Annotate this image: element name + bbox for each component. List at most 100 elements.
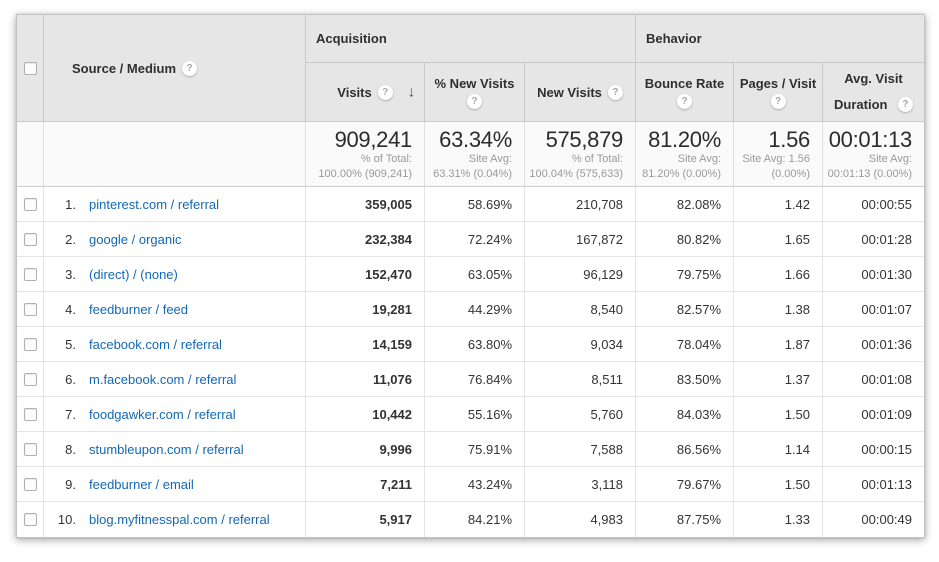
summary-pct-new-visits: 63.34% Site Avg: 63.31% (0.04%) [425,122,525,186]
row-checkbox[interactable] [23,232,37,246]
help-icon[interactable]: ? [467,93,482,109]
pct-new-visits-cell: 72.24% [425,222,525,256]
sort-descending-icon[interactable]: ↓ [407,83,416,101]
new-visits-cell: 210,708 [525,187,636,221]
row-checkbox[interactable] [23,197,37,211]
visits-label: Visits [337,84,372,100]
col-header-visits[interactable]: Visits ? ↓ [306,63,425,121]
help-icon[interactable]: ? [770,93,786,109]
summary-avg-visit-duration-value: 00:01:13 [828,126,913,152]
row-checkbox[interactable] [23,337,37,351]
source-link[interactable]: feedburner / email [89,476,194,492]
help-icon[interactable]: ? [677,93,692,109]
new-visits-cell: 9,034 [525,327,636,361]
pct-new-visits-cell: 63.80% [425,327,525,361]
source-link[interactable]: blog.myfitnesspal.com / referral [89,512,270,527]
pct-new-visits-cell: 75.91% [425,432,525,466]
source-link[interactable]: facebook.com / referral [89,336,222,352]
bounce-rate-cell: 82.57% [636,292,734,326]
visits-cell: 359,005 [306,187,425,221]
col-header-pct-new-visits[interactable]: % New Visits ? [425,63,525,121]
help-icon[interactable]: ? [377,84,393,100]
row-checkbox-cell [17,257,44,291]
bounce-rate-cell: 79.67% [636,467,734,501]
avg-visit-duration-cell: 00:01:36 [861,336,912,352]
summary-new-visits-sub: % of Total: 100.04% (575,633) [529,152,623,180]
avg-visit-duration-cell: 00:00:49 [861,512,912,527]
source-medium-cell: 8. stumbleupon.com / referral [44,432,306,466]
behavior-label: Behavior [646,31,702,46]
visits-cell: 9,996 [306,432,425,466]
col-header-new-visits[interactable]: New Visits ? [525,63,636,121]
col-header-pages-visit[interactable]: Pages / Visit ? [734,63,823,121]
pages-visit-cell: 1.50 [734,397,823,431]
new-visits-label: New Visits [537,84,602,100]
avg-visit-duration-label: Avg. Visit Duration [834,71,903,112]
summary-check-spacer [17,122,44,186]
row-checkbox[interactable] [23,302,37,316]
help-icon[interactable]: ? [182,60,198,76]
row-rank: 9. [65,476,76,492]
avg-visit-duration-cell: 00:01:09 [861,406,912,422]
pct-new-visits-cell: 55.16% [425,397,525,431]
summary-row: 909,241 % of Total: 100.00% (909,241) 63… [17,122,924,187]
group-header-acquisition: Acquisition [306,15,636,63]
col-header-bounce-rate[interactable]: Bounce Rate ? [636,63,734,121]
col-header-avg-visit-duration[interactable]: Avg. Visit Duration ? [823,63,924,121]
table-row: 10. blog.myfitnesspal.com / referral 5,9… [17,502,924,537]
row-rank: 6. [65,371,76,387]
avg-visit-duration-cell: 00:00:15 [861,441,912,457]
row-checkbox[interactable] [23,513,37,526]
visits-cell: 5,917 [306,502,425,537]
visits-cell: 10,442 [306,397,425,431]
summary-visits: 909,241 % of Total: 100.00% (909,241) [306,122,425,186]
pct-new-visits-cell: 84.21% [425,502,525,537]
row-checkbox[interactable] [23,372,37,386]
help-icon[interactable]: ? [607,84,623,100]
source-link[interactable]: stumbleupon.com / referral [89,441,244,457]
source-medium-cell: 5. facebook.com / referral [44,327,306,361]
pages-visit-cell: 1.33 [734,502,823,537]
new-visits-cell: 7,588 [525,432,636,466]
source-medium-label: Source / Medium [72,60,177,76]
summary-pages-visit: 1.56 Site Avg: 1.56 (0.00%) [734,122,823,186]
help-icon[interactable]: ? [897,97,913,113]
table-row: 3. (direct) / (none) 152,470 63.05% 96,1… [17,257,924,292]
pages-visit-cell: 1.38 [734,292,823,326]
summary-avg-visit-duration: 00:01:13 Site Avg: 00:01:13 (0.00%) [823,122,924,186]
summary-pages-visit-value: 1.56 [768,126,810,152]
new-visits-cell: 96,129 [525,257,636,291]
row-checkbox[interactable] [23,477,37,491]
avg-visit-duration-cell: 00:01:28 [861,231,912,247]
table-header: Source / Medium ? Acquisition Behavior V… [17,15,924,122]
pct-new-visits-cell: 76.84% [425,362,525,396]
row-checkbox-cell [17,222,44,256]
source-medium-cell: 2. google / organic [44,222,306,256]
source-link[interactable]: (direct) / (none) [89,266,178,282]
col-header-source-medium[interactable]: Source / Medium ? [44,15,306,121]
row-checkbox[interactable] [23,407,37,421]
avg-visit-duration-cell: 00:01:13 [861,476,912,492]
bounce-rate-cell: 86.56% [636,432,734,466]
source-link[interactable]: m.facebook.com / referral [89,371,237,387]
avg-visit-duration-cell: 00:01:07 [861,301,912,317]
select-all-checkbox[interactable] [23,61,37,75]
row-checkbox[interactable] [23,267,37,281]
source-link[interactable]: pinterest.com / referral [89,196,220,212]
row-checkbox[interactable] [23,442,37,456]
bounce-rate-cell: 84.03% [636,397,734,431]
pct-new-visits-cell: 44.29% [425,292,525,326]
avg-visit-duration-cell: 00:01:08 [861,371,912,387]
source-link[interactable]: google / organic [89,231,182,247]
source-link[interactable]: foodgawker.com / referral [89,406,236,422]
source-medium-cell: 6. m.facebook.com / referral [44,362,306,396]
bounce-rate-cell: 80.82% [636,222,734,256]
analytics-data-table: Source / Medium ? Acquisition Behavior V… [16,14,925,538]
table-row: 9. feedburner / email 7,211 43.24% 3,118… [17,467,924,502]
new-visits-cell: 8,511 [525,362,636,396]
row-checkbox-cell [17,502,44,537]
source-link[interactable]: feedburner / feed [89,301,189,317]
row-checkbox-cell [17,397,44,431]
pages-visit-label: Pages / Visit [739,75,817,91]
avg-visit-duration-wrap: Avg. Visit Duration ? [823,66,924,117]
